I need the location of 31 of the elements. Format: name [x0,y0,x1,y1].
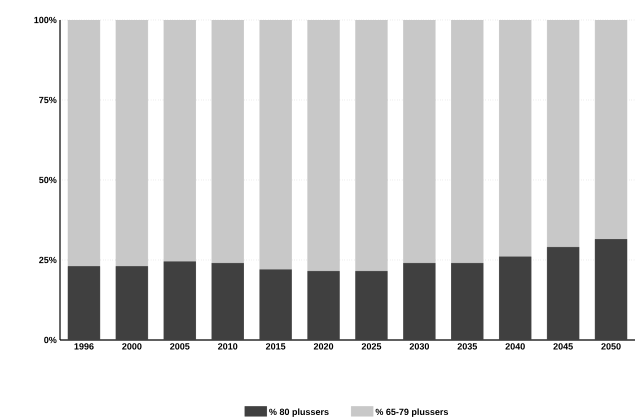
x-tick-label: 1996 [74,343,94,350]
y-tick-label: 50% [39,176,57,184]
legend-label: % 80 plussers [269,408,329,417]
bar [499,20,532,257]
legend-label: % 65-79 plussers [376,408,448,417]
x-tick-label: 2015 [266,343,286,350]
bar [307,20,340,272]
bar [451,20,484,264]
x-tick-label: 2000 [122,343,142,350]
bar [594,20,628,240]
x-tick-label: 2040 [506,343,525,350]
x-tick-label: 2005 [170,343,190,350]
y-tick-label: 25% [39,256,57,264]
bar [355,20,388,272]
bar [164,20,196,262]
x-tick-label: 2020 [314,343,334,350]
bar [546,20,580,248]
bar [403,20,436,264]
x-tick-label: 2030 [410,343,430,350]
bar [259,20,292,270]
y-tick-label: 75% [39,96,57,104]
x-tick-label: 2035 [458,343,478,350]
x-tick-label: 2050 [601,343,621,350]
bar [68,20,100,266]
x-tick-label: 2025 [362,343,382,350]
bar [212,20,244,264]
x-tick-label: 2010 [218,343,238,350]
y-tick-label: 0% [44,336,57,344]
x-tick-label: 2045 [553,343,573,350]
bar [116,20,148,266]
y-tick-label: 100% [34,16,57,24]
